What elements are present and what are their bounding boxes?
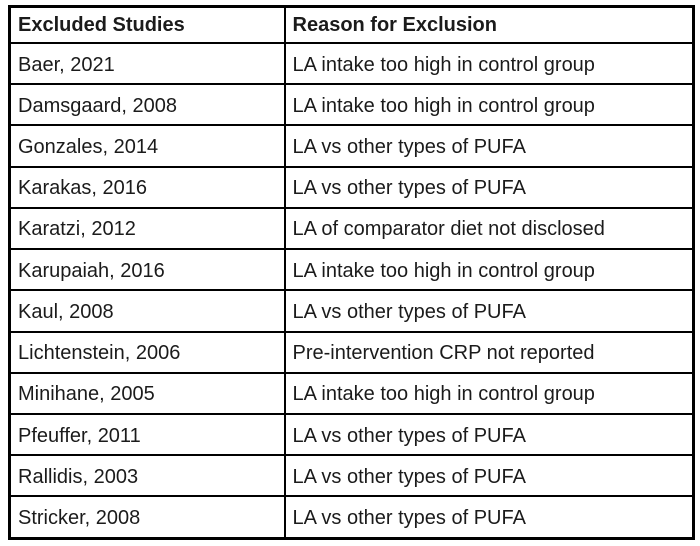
study-cell: Rallidis, 2003	[8, 454, 286, 498]
reason-cell: LA vs other types of PUFA	[283, 124, 695, 168]
table-row: Stricker, 2008 LA vs other types of PUFA	[8, 495, 695, 540]
reason-cell: LA vs other types of PUFA	[283, 289, 695, 333]
table-row: Damsgaard, 2008 LA intake too high in co…	[8, 83, 695, 127]
study-cell: Kaul, 2008	[8, 289, 286, 333]
table-row: Karakas, 2016 LA vs other types of PUFA	[8, 165, 695, 209]
study-cell: Minihane, 2005	[8, 371, 286, 415]
reason-cell: LA intake too high in control group	[283, 41, 695, 86]
study-cell: Damsgaard, 2008	[8, 83, 286, 127]
table-row: Karupaiah, 2016 LA intake too high in co…	[8, 248, 695, 292]
study-cell: Stricker, 2008	[8, 495, 286, 540]
reason-cell: LA intake too high in control group	[283, 248, 695, 292]
study-cell: Karakas, 2016	[8, 165, 286, 209]
header-row: Excluded Studies Reason for Exclusion	[8, 5, 695, 44]
reason-cell: LA intake too high in control group	[283, 371, 695, 415]
reason-cell: LA vs other types of PUFA	[283, 412, 695, 457]
reason-cell: Pre-intervention CRP not reported	[283, 330, 695, 374]
table-row: Gonzales, 2014 LA vs other types of PUFA	[8, 124, 695, 168]
reason-cell: LA vs other types of PUFA	[283, 454, 695, 498]
reason-cell: LA of comparator diet not disclosed	[283, 206, 695, 251]
table-row: Lichtenstein, 2006 Pre-intervention CRP …	[8, 330, 695, 374]
header-reason-for-exclusion: Reason for Exclusion	[283, 5, 695, 44]
table-row: Baer, 2021 LA intake too high in control…	[8, 41, 695, 86]
header-excluded-studies: Excluded Studies	[8, 5, 286, 44]
table-row: Minihane, 2005 LA intake too high in con…	[8, 371, 695, 415]
reason-cell: LA vs other types of PUFA	[283, 495, 695, 540]
excluded-studies-table: Excluded Studies Reason for Exclusion Ba…	[8, 5, 695, 540]
reason-cell: LA intake too high in control group	[283, 83, 695, 127]
study-cell: Baer, 2021	[8, 41, 286, 86]
study-cell: Gonzales, 2014	[8, 124, 286, 168]
table-row: Pfeuffer, 2011 LA vs other types of PUFA	[8, 412, 695, 457]
study-cell: Pfeuffer, 2011	[8, 412, 286, 457]
table-row: Rallidis, 2003 LA vs other types of PUFA	[8, 454, 695, 498]
study-cell: Karatzi, 2012	[8, 206, 286, 251]
reason-cell: LA vs other types of PUFA	[283, 165, 695, 209]
study-cell: Lichtenstein, 2006	[8, 330, 286, 374]
table-row: Karatzi, 2012 LA of comparator diet not …	[8, 206, 695, 251]
table-row: Kaul, 2008 LA vs other types of PUFA	[8, 289, 695, 333]
study-cell: Karupaiah, 2016	[8, 248, 286, 292]
excluded-studies-table-container: Excluded Studies Reason for Exclusion Ba…	[8, 5, 695, 540]
